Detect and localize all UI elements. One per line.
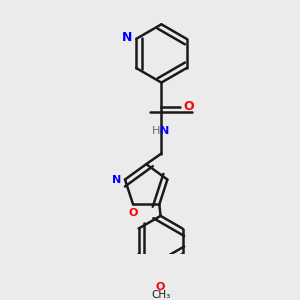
Text: O: O: [128, 208, 138, 218]
Text: N: N: [122, 31, 132, 44]
Text: O: O: [156, 282, 165, 292]
Text: CH₃: CH₃: [151, 290, 170, 300]
Text: N: N: [112, 175, 121, 184]
Text: N: N: [160, 126, 170, 136]
Text: O: O: [183, 100, 194, 112]
Text: H: H: [152, 126, 160, 136]
